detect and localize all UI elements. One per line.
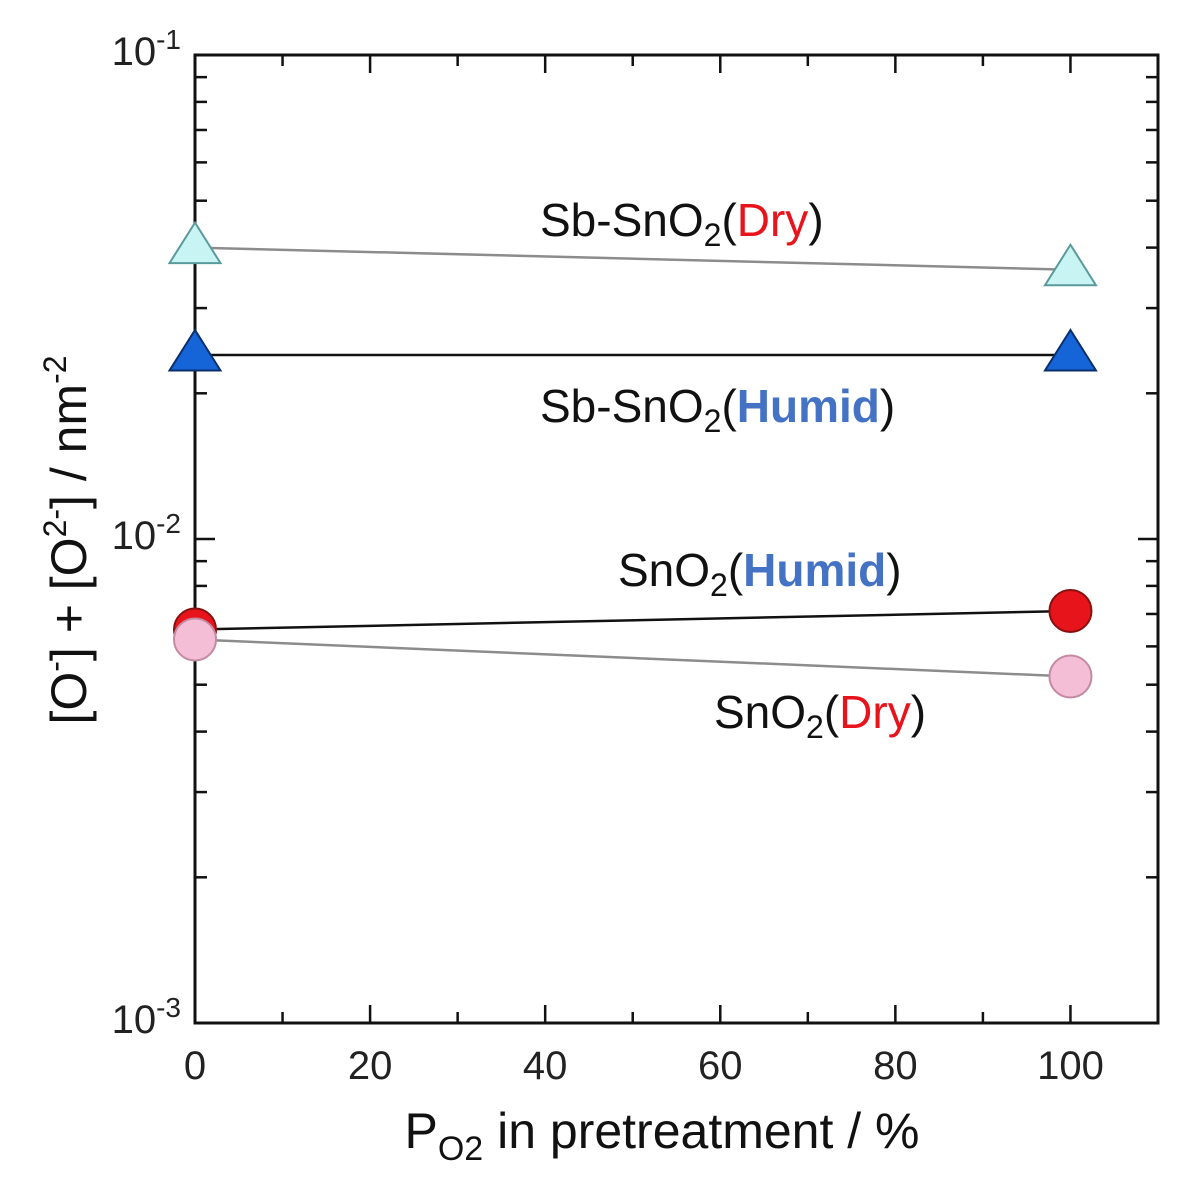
y-axis-title-part2: ] + [O — [41, 537, 97, 661]
data-point-sb-sno2-dry — [167, 220, 223, 265]
series-label-sno2-humid: SnO2(Humid) — [618, 544, 902, 603]
series-label-sno2-dry: SnO2(Dry) — [714, 686, 926, 745]
series-label-open: ( — [721, 194, 737, 246]
y-axis-title-sup3: -2 — [37, 355, 73, 383]
x-tick-label: 0 — [184, 1044, 206, 1088]
series-label-prefix: Sb-SnO — [540, 194, 704, 246]
series-line-sno2-dry — [194, 638, 1071, 678]
tick-labels: 0 20 40 60 80 100 10-3 10-2 10-1 — [112, 24, 1104, 1088]
x-tick-label: 100 — [1037, 1044, 1104, 1088]
series-label-prefix: SnO — [618, 544, 710, 596]
series-label-close: ) — [808, 194, 823, 246]
data-point-sno2-humid — [1048, 588, 1093, 633]
data-point-sb-sno2-dry — [1043, 242, 1098, 287]
series-label-open: ( — [721, 380, 737, 432]
series-label-sub: 2 — [704, 403, 722, 439]
data-point-sb-sno2-humid — [1043, 328, 1098, 372]
series-label-open: ( — [824, 686, 840, 738]
x-tick-label: 60 — [698, 1044, 743, 1088]
data-point-sno2-dry — [1048, 654, 1093, 699]
series-line-sb-sno2-dry — [194, 246, 1071, 271]
x-axis-title-main: P — [404, 1103, 437, 1159]
y-axis-title: [O-] + [O2-] / nm-2 — [37, 355, 97, 724]
series-line-sno2-humid — [194, 609, 1071, 631]
data-point-sno2-dry — [173, 617, 217, 662]
y-tick-label: 10-2 — [112, 508, 181, 558]
series-label-sb-sno2-humid: Sb-SnO2(Humid) — [540, 380, 895, 439]
series-label-condition: Humid — [743, 544, 886, 596]
series-layer — [167, 220, 1098, 699]
y-tick-label: 10-1 — [112, 24, 181, 74]
x-axis-title: PO2 in pretreatment / % — [404, 1103, 919, 1168]
series-label-condition: Dry — [737, 194, 809, 246]
series-label-open: ( — [728, 544, 744, 596]
y-axis-title-sup2: 2- — [37, 509, 73, 537]
series-label-sub: 2 — [710, 567, 728, 603]
y-axis-title-part1: [O — [41, 672, 97, 725]
series-label-condition: Dry — [839, 686, 911, 738]
series-label-sub: 2 — [704, 217, 722, 253]
series-label-sub: 2 — [806, 709, 824, 745]
y-axis-title-sup1: - — [37, 661, 73, 672]
y-axis-title-part3: ] / nm — [41, 384, 97, 509]
series-label-condition: Humid — [737, 380, 880, 432]
x-tick-label: 80 — [873, 1044, 918, 1088]
x-axis-title-rest: in pretreatment / % — [483, 1103, 919, 1159]
series-label-close: ) — [880, 380, 895, 432]
series-label-prefix: SnO — [714, 686, 806, 738]
y-tick-label: 10-3 — [112, 992, 181, 1042]
data-point-sb-sno2-humid — [167, 328, 223, 372]
series-label-sb-sno2-dry: Sb-SnO2(Dry) — [540, 194, 824, 253]
series-label-prefix: Sb-SnO — [540, 380, 704, 432]
series-label-close: ) — [911, 686, 926, 738]
x-tick-label: 40 — [523, 1044, 568, 1088]
x-axis-title-sub: O2 — [438, 1130, 483, 1168]
x-tick-label: 20 — [348, 1044, 393, 1088]
series-label-close: ) — [886, 544, 901, 596]
